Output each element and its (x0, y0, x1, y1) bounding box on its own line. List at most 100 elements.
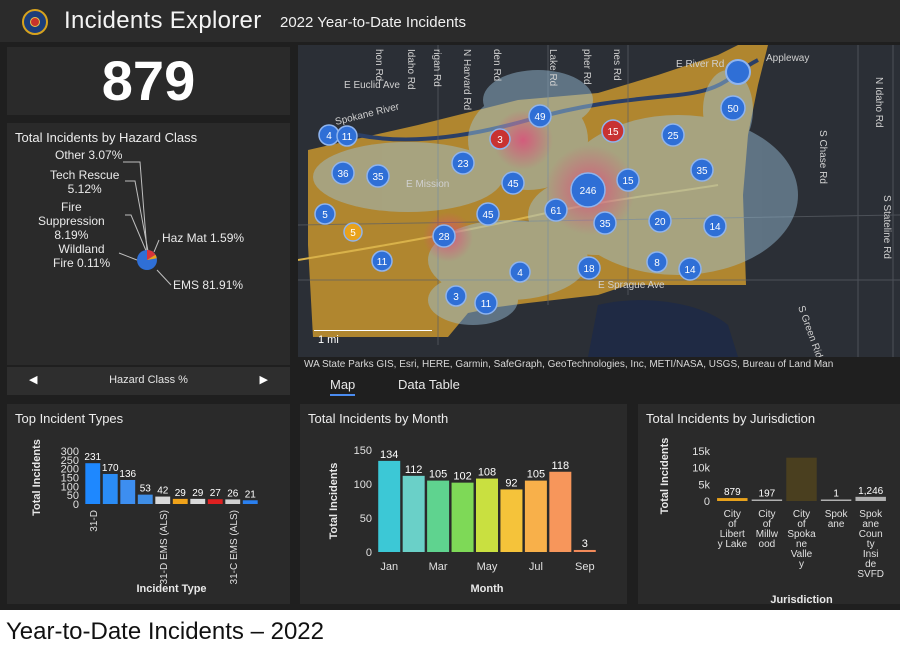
y-tick-label: 200 (61, 464, 79, 476)
value-label: 1,246 (858, 486, 883, 497)
cluster-marker[interactable] (528, 104, 552, 128)
cluster-marker[interactable] (703, 214, 727, 238)
cluster-marker[interactable] (445, 285, 467, 307)
cluster-count: 4 (326, 131, 332, 142)
bar (378, 460, 401, 552)
cluster-marker[interactable] (314, 203, 336, 225)
bar (451, 482, 474, 552)
cluster-marker[interactable] (451, 151, 475, 175)
cluster-count: 23 (457, 159, 469, 170)
x-tick-label: Mar (429, 561, 448, 573)
y-axis-title: Total Incidents (328, 463, 340, 540)
value-label: 879 (724, 487, 741, 498)
bar (120, 479, 136, 504)
x-tick-label: 31-C EMS (ALS) (229, 510, 240, 584)
bar (476, 478, 498, 552)
bar (573, 549, 596, 552)
prev-arrow-icon[interactable]: ◀ (29, 374, 38, 386)
cluster-marker[interactable] (616, 168, 640, 192)
value-label: 3 (582, 538, 588, 550)
y-tick-label: 15k (692, 446, 710, 458)
cluster-marker[interactable] (601, 119, 625, 143)
road-label-mission: E Mission (406, 179, 449, 190)
y-tick-label: 0 (366, 547, 372, 559)
cluster-count: 35 (696, 166, 708, 177)
tab-data-table[interactable]: Data Table (398, 377, 460, 392)
x-tick-label: May (477, 561, 498, 573)
bar (751, 499, 783, 501)
road-label-euclid: E Euclid Ave (344, 80, 400, 91)
top-road-label: N Harvard Rd (461, 49, 472, 110)
pie-label-tech-rescue: Tech Rescue 5.12% (50, 168, 120, 196)
y-axis-title: Total Incidents (659, 438, 671, 515)
top-road-label: Idaho Rd (405, 49, 416, 90)
bar (172, 498, 188, 504)
header-bar: Incidents Explorer 2022 Year-to-Date Inc… (0, 0, 900, 42)
cluster-marker[interactable] (646, 251, 668, 273)
pie-label-ems: EMS 81.91% (173, 278, 244, 292)
pie-slice-tech (147, 254, 157, 260)
bar (402, 475, 425, 552)
road-label-chase: S Chase Rd (817, 130, 828, 184)
cluster-count: 45 (507, 179, 519, 190)
cluster-marker[interactable] (577, 256, 601, 280)
cluster-marker[interactable] (336, 125, 358, 147)
cluster-marker[interactable] (720, 95, 746, 121)
cluster-count: 15 (607, 127, 619, 138)
cluster-marker[interactable] (366, 164, 390, 188)
cluster-count: 246 (580, 186, 597, 197)
cluster-marker[interactable] (725, 59, 751, 85)
freeway-line (298, 184, 719, 261)
y-tick-label: 300 (61, 446, 79, 458)
next-arrow-icon[interactable]: ▶ (259, 374, 268, 386)
cluster-count: 4 (517, 268, 523, 279)
cluster-marker[interactable] (648, 209, 672, 233)
bar (427, 480, 450, 552)
x-axis-title: Month (471, 583, 504, 595)
cluster-marker[interactable] (371, 250, 393, 272)
map-attribution: WA State Parks GIS, Esri, HERE, Garmin, … (298, 357, 900, 372)
cluster-marker[interactable] (489, 128, 511, 150)
spokane-river-line (357, 58, 759, 142)
tab-map[interactable]: Map (330, 375, 356, 396)
pie-label-other: Other 3.07% (55, 148, 123, 162)
top-road-label: nes Rd (611, 49, 622, 81)
bar (786, 457, 817, 501)
cluster-marker[interactable] (343, 222, 363, 242)
cluster-marker[interactable] (678, 257, 702, 281)
cluster-marker[interactable] (474, 291, 498, 315)
y-tick-label: 250 (61, 455, 79, 467)
bar (549, 471, 572, 552)
fire-department-logo (22, 9, 48, 35)
incidents-by-jurisdiction-title: Total Incidents by Jurisdiction (646, 411, 816, 426)
incident-map[interactable]: 1 mi E Euclid Ave E River Rd Spokane Riv… (298, 45, 900, 372)
value-label: 21 (245, 489, 257, 500)
cluster-marker[interactable] (509, 261, 531, 283)
cluster-marker[interactable] (331, 161, 355, 185)
cluster-count: 3 (497, 135, 503, 146)
cluster-marker[interactable] (570, 172, 606, 208)
total-incidents-panel: 879 (7, 47, 290, 115)
cluster-marker[interactable] (432, 224, 456, 248)
y-tick-label: 150 (354, 445, 372, 457)
top-incident-types-title: Top Incident Types (15, 411, 124, 426)
hazard-class-title: Total Incidents by Hazard Class (15, 130, 198, 145)
cluster-marker[interactable] (501, 171, 525, 195)
bar (717, 498, 748, 501)
cluster-marker[interactable] (690, 158, 714, 182)
x-axis-title: Incident Type (136, 583, 206, 595)
cluster-count: 36 (337, 169, 349, 180)
cluster-layer[interactable]: 4 11 36 35 23 45 49 3 15 25 50 246 15 35 45 61 5 5 28 11 4 35… (314, 59, 751, 315)
cluster-marker[interactable] (544, 198, 568, 222)
bar (225, 499, 241, 504)
cluster-marker[interactable] (593, 211, 617, 235)
bar (524, 480, 547, 552)
cluster-marker[interactable] (476, 202, 500, 226)
cluster-marker[interactable] (661, 123, 685, 147)
x-axis-title: Jurisdiction (770, 594, 833, 604)
cluster-count: 14 (684, 265, 696, 276)
map-canvas[interactable]: 1 mi E Euclid Ave E River Rd Spokane Riv… (298, 45, 900, 357)
road-label-appleway: Appleway (766, 53, 809, 64)
cluster-count: 35 (372, 172, 384, 183)
bar (155, 496, 171, 504)
